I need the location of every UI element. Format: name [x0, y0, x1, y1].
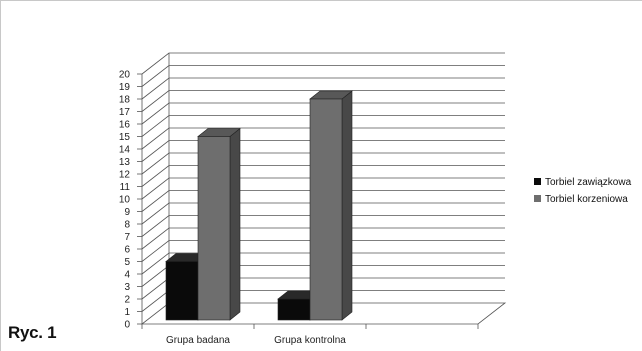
- y-tick-label: 18: [119, 95, 131, 106]
- y-tick-label: 14: [119, 145, 131, 156]
- y-tick-label: 9: [124, 207, 130, 218]
- gridline: [141, 115, 505, 137]
- gridline: [141, 252, 505, 275]
- gridline: [141, 240, 505, 262]
- figure-label: Ryc. 1: [8, 323, 57, 342]
- y-tick-label: 4: [124, 270, 130, 281]
- y-tick-label: 2: [124, 295, 130, 306]
- legend-label: Torbiel zawiązkowa: [545, 177, 632, 188]
- bar-side: [341, 90, 353, 321]
- bar: [197, 127, 241, 321]
- x-category-label: Grupa badana: [166, 335, 230, 346]
- bar-front: [165, 261, 199, 321]
- y-tick-label: 5: [124, 257, 130, 268]
- gridline: [141, 140, 505, 162]
- bar-side: [229, 127, 241, 321]
- gridline: [141, 102, 505, 125]
- y-tick-label: 13: [119, 157, 131, 168]
- gridline: [141, 90, 505, 112]
- legend-swatch: [534, 178, 541, 185]
- legend-swatch: [534, 195, 541, 202]
- y-tick-label: 15: [119, 132, 131, 143]
- gridline: [141, 65, 505, 87]
- gridline: [141, 190, 505, 212]
- y-tick-label: 3: [124, 282, 130, 293]
- y-tick-label: 8: [124, 220, 130, 231]
- x-category-label: Grupa kontrolna: [274, 335, 346, 346]
- gridline: [141, 152, 505, 175]
- y-tick-label: 10: [119, 195, 131, 206]
- bar: [309, 90, 353, 321]
- y-tick-label: 19: [119, 82, 131, 93]
- gridline: [141, 215, 505, 237]
- y-tick-label: 1: [124, 307, 130, 318]
- legend-label: Torbiel korzeniowa: [545, 194, 628, 205]
- gridline: [141, 127, 505, 150]
- y-tick-label: 12: [119, 170, 131, 181]
- y-tick-label: 6: [124, 245, 130, 256]
- gridline: [141, 202, 505, 225]
- y-tick-label: 16: [119, 120, 131, 131]
- gridline: [141, 165, 505, 187]
- bar-front: [197, 136, 231, 321]
- legend: Torbiel zawiązkowa Torbiel korzeniowa: [534, 177, 632, 205]
- y-tick-label: 0: [124, 320, 130, 331]
- bar-front: [277, 298, 311, 321]
- gridline: [141, 77, 505, 100]
- y-tick-label: 17: [119, 107, 131, 118]
- gridline: [141, 227, 505, 250]
- y-tick-label: 20: [119, 70, 131, 81]
- gridline: [141, 52, 505, 75]
- gridline: [141, 177, 505, 200]
- bar-front: [309, 98, 343, 321]
- y-tick-label: 11: [120, 182, 131, 193]
- bars: [165, 90, 353, 321]
- x-axis-categories: Grupa badana Grupa kontrolna: [141, 324, 479, 346]
- y-tick-label: 7: [124, 232, 130, 243]
